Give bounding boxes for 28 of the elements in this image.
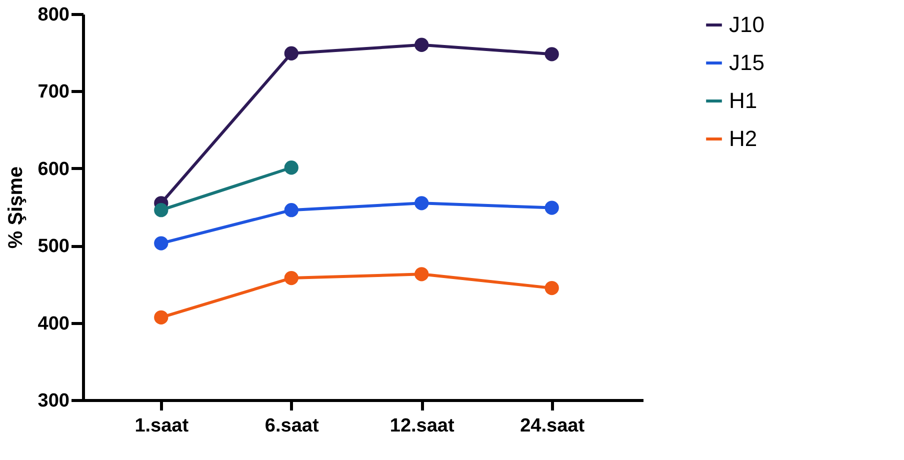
point bbox=[154, 236, 168, 250]
point bbox=[284, 203, 298, 218]
point bbox=[544, 47, 559, 62]
point bbox=[284, 160, 298, 175]
y-tick-label: 700 bbox=[38, 82, 70, 103]
y-tick-label: 800 bbox=[38, 4, 70, 26]
point bbox=[414, 38, 429, 52]
x-tick-label: 24.saat bbox=[520, 416, 586, 436]
point bbox=[544, 200, 559, 215]
point bbox=[414, 196, 429, 210]
point bbox=[414, 267, 429, 282]
x-tick-label: 6.saat bbox=[264, 416, 320, 436]
y-tick-label: 600 bbox=[38, 158, 70, 180]
legend-label: J15 bbox=[729, 50, 764, 75]
point bbox=[154, 203, 168, 218]
y-axis-title: % Şişme bbox=[4, 166, 27, 249]
legend-label: J10 bbox=[729, 12, 764, 37]
y-tick-label: 400 bbox=[38, 313, 70, 334]
y-tick-label: 500 bbox=[38, 236, 70, 258]
point bbox=[154, 310, 168, 324]
legend-label: H2 bbox=[729, 126, 758, 151]
x-tick-label: 12.saat bbox=[390, 416, 455, 436]
point bbox=[544, 281, 559, 296]
point bbox=[284, 46, 298, 60]
y-tick-label: 300 bbox=[38, 390, 70, 412]
point bbox=[284, 270, 298, 286]
x-tick-label: 1.saat bbox=[134, 416, 190, 436]
legend-label: H1 bbox=[729, 88, 758, 113]
